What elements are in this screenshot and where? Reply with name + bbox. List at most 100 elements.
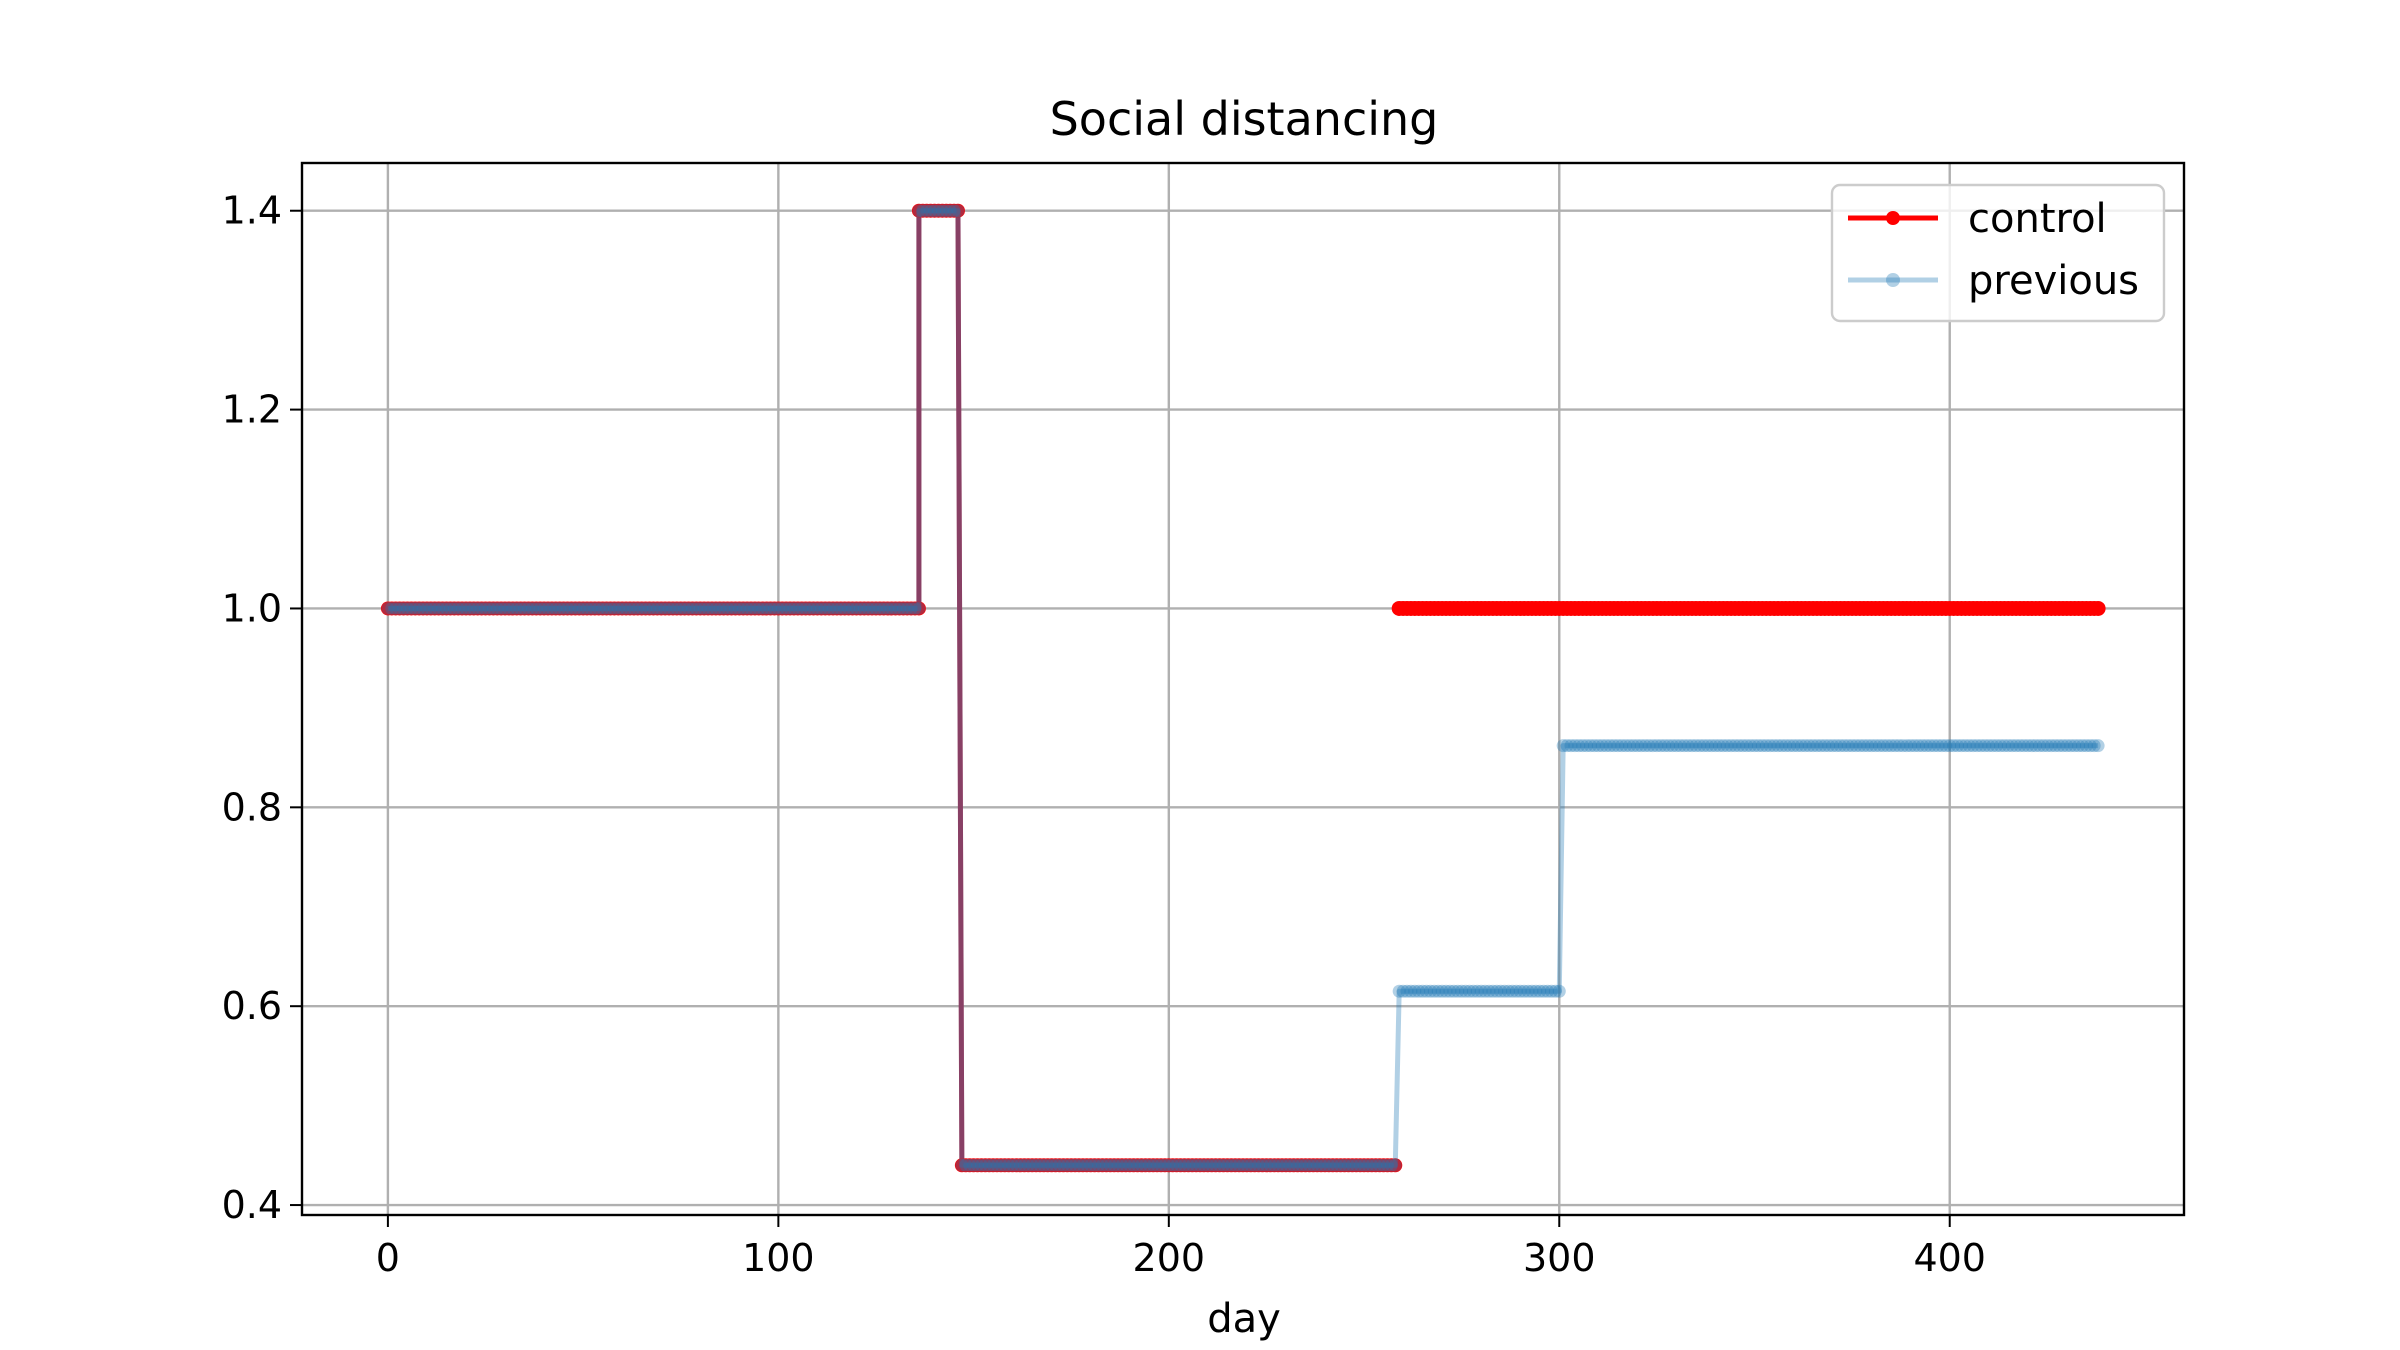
data-point (896, 601, 910, 615)
data-point (1505, 984, 1519, 998)
data-point (1252, 1158, 1266, 1172)
data-point (955, 1158, 969, 1172)
series-markers-previous (381, 204, 2105, 1172)
data-point (1896, 739, 1910, 753)
data-point (1724, 739, 1738, 753)
data-point (853, 601, 867, 615)
data-point (537, 601, 551, 615)
data-point (1630, 739, 1644, 753)
data-point (1384, 1158, 1398, 1172)
data-point (1338, 1158, 1352, 1172)
data-point (705, 601, 719, 615)
data-point (1052, 1158, 1066, 1172)
y-tick-label: 0.4 (222, 1183, 282, 1227)
data-point (643, 601, 657, 615)
data-point (494, 601, 508, 615)
data-point (1154, 1158, 1168, 1172)
data-point (1728, 739, 1742, 753)
data-point (1533, 984, 1547, 998)
data-point (982, 1158, 996, 1172)
data-point (682, 601, 696, 615)
x-tick-label: 0 (376, 1236, 400, 1280)
data-point (611, 601, 625, 615)
data-point (1923, 739, 1937, 753)
data-point (2072, 739, 2086, 753)
data-point (1677, 739, 1691, 753)
data-point (1544, 984, 1558, 998)
data-point (1205, 1158, 1219, 1172)
data-point (463, 601, 477, 615)
data-point (916, 204, 930, 218)
data-point (1751, 739, 1765, 753)
data-point (1560, 739, 1574, 753)
data-point (1408, 984, 1422, 998)
axes-frame (300, 161, 2186, 1217)
data-point (1525, 984, 1539, 998)
data-point (1010, 1158, 1024, 1172)
data-point (1708, 739, 1722, 753)
y-tick-label: 0.8 (222, 785, 282, 829)
data-point (1459, 984, 1473, 998)
data-point (572, 601, 586, 615)
data-point (760, 601, 774, 615)
data-point (1216, 1158, 1230, 1172)
data-point (1939, 739, 1953, 753)
chart-title: Social distancing (1050, 92, 1439, 146)
data-point (1181, 1158, 1195, 1172)
data-point (1256, 1158, 1270, 1172)
data-point (1615, 739, 1629, 753)
data-point (1482, 984, 1496, 998)
data-point (533, 601, 547, 615)
data-point (2029, 739, 2043, 753)
data-point (397, 601, 411, 615)
y-axis: 0.4 0.6 0.8 1.0 1.2 1.4 (222, 189, 302, 1227)
data-point (1486, 984, 1500, 998)
data-point (834, 601, 848, 615)
data-point (1404, 984, 1418, 998)
data-point (1802, 739, 1816, 753)
data-point (1244, 1158, 1258, 1172)
data-point (689, 601, 703, 615)
data-point (2087, 739, 2101, 753)
data-point (1193, 1158, 1207, 1172)
data-point (2048, 739, 2062, 753)
data-point (1658, 739, 1672, 753)
data-point (1747, 739, 1761, 753)
data-point (1993, 739, 2007, 753)
data-point (1619, 739, 1633, 753)
data-point (381, 601, 395, 615)
data-point (1767, 739, 1781, 753)
data-point (861, 601, 875, 615)
data-point (756, 601, 770, 615)
data-point (2060, 739, 2074, 753)
data-point (1462, 984, 1476, 998)
data-point (1146, 1158, 1160, 1172)
legend-marker-control (1886, 211, 1900, 225)
data-point (416, 601, 430, 615)
data-point (1935, 739, 1949, 753)
data-point (615, 601, 629, 615)
data-point (1220, 1158, 1234, 1172)
data-point (588, 601, 602, 615)
data-point (1513, 984, 1527, 998)
data-point (1115, 1158, 1129, 1172)
data-point (1228, 1158, 1242, 1172)
data-point (447, 601, 461, 615)
data-point (424, 601, 438, 615)
data-point (888, 601, 902, 615)
data-point (1997, 739, 2011, 753)
data-point (1900, 739, 1914, 753)
data-point (1170, 1158, 1184, 1172)
plot-background (302, 163, 2184, 1215)
data-point (717, 601, 731, 615)
data-point (1943, 739, 1957, 753)
data-point (627, 601, 641, 615)
data-point (728, 601, 742, 615)
data-point (1029, 1158, 1043, 1172)
data-point (764, 601, 778, 615)
data-point (404, 601, 418, 615)
data-point (911, 601, 926, 616)
data-point (838, 601, 852, 615)
data-point (1349, 1158, 1363, 1172)
data-point (1330, 1158, 1344, 1172)
